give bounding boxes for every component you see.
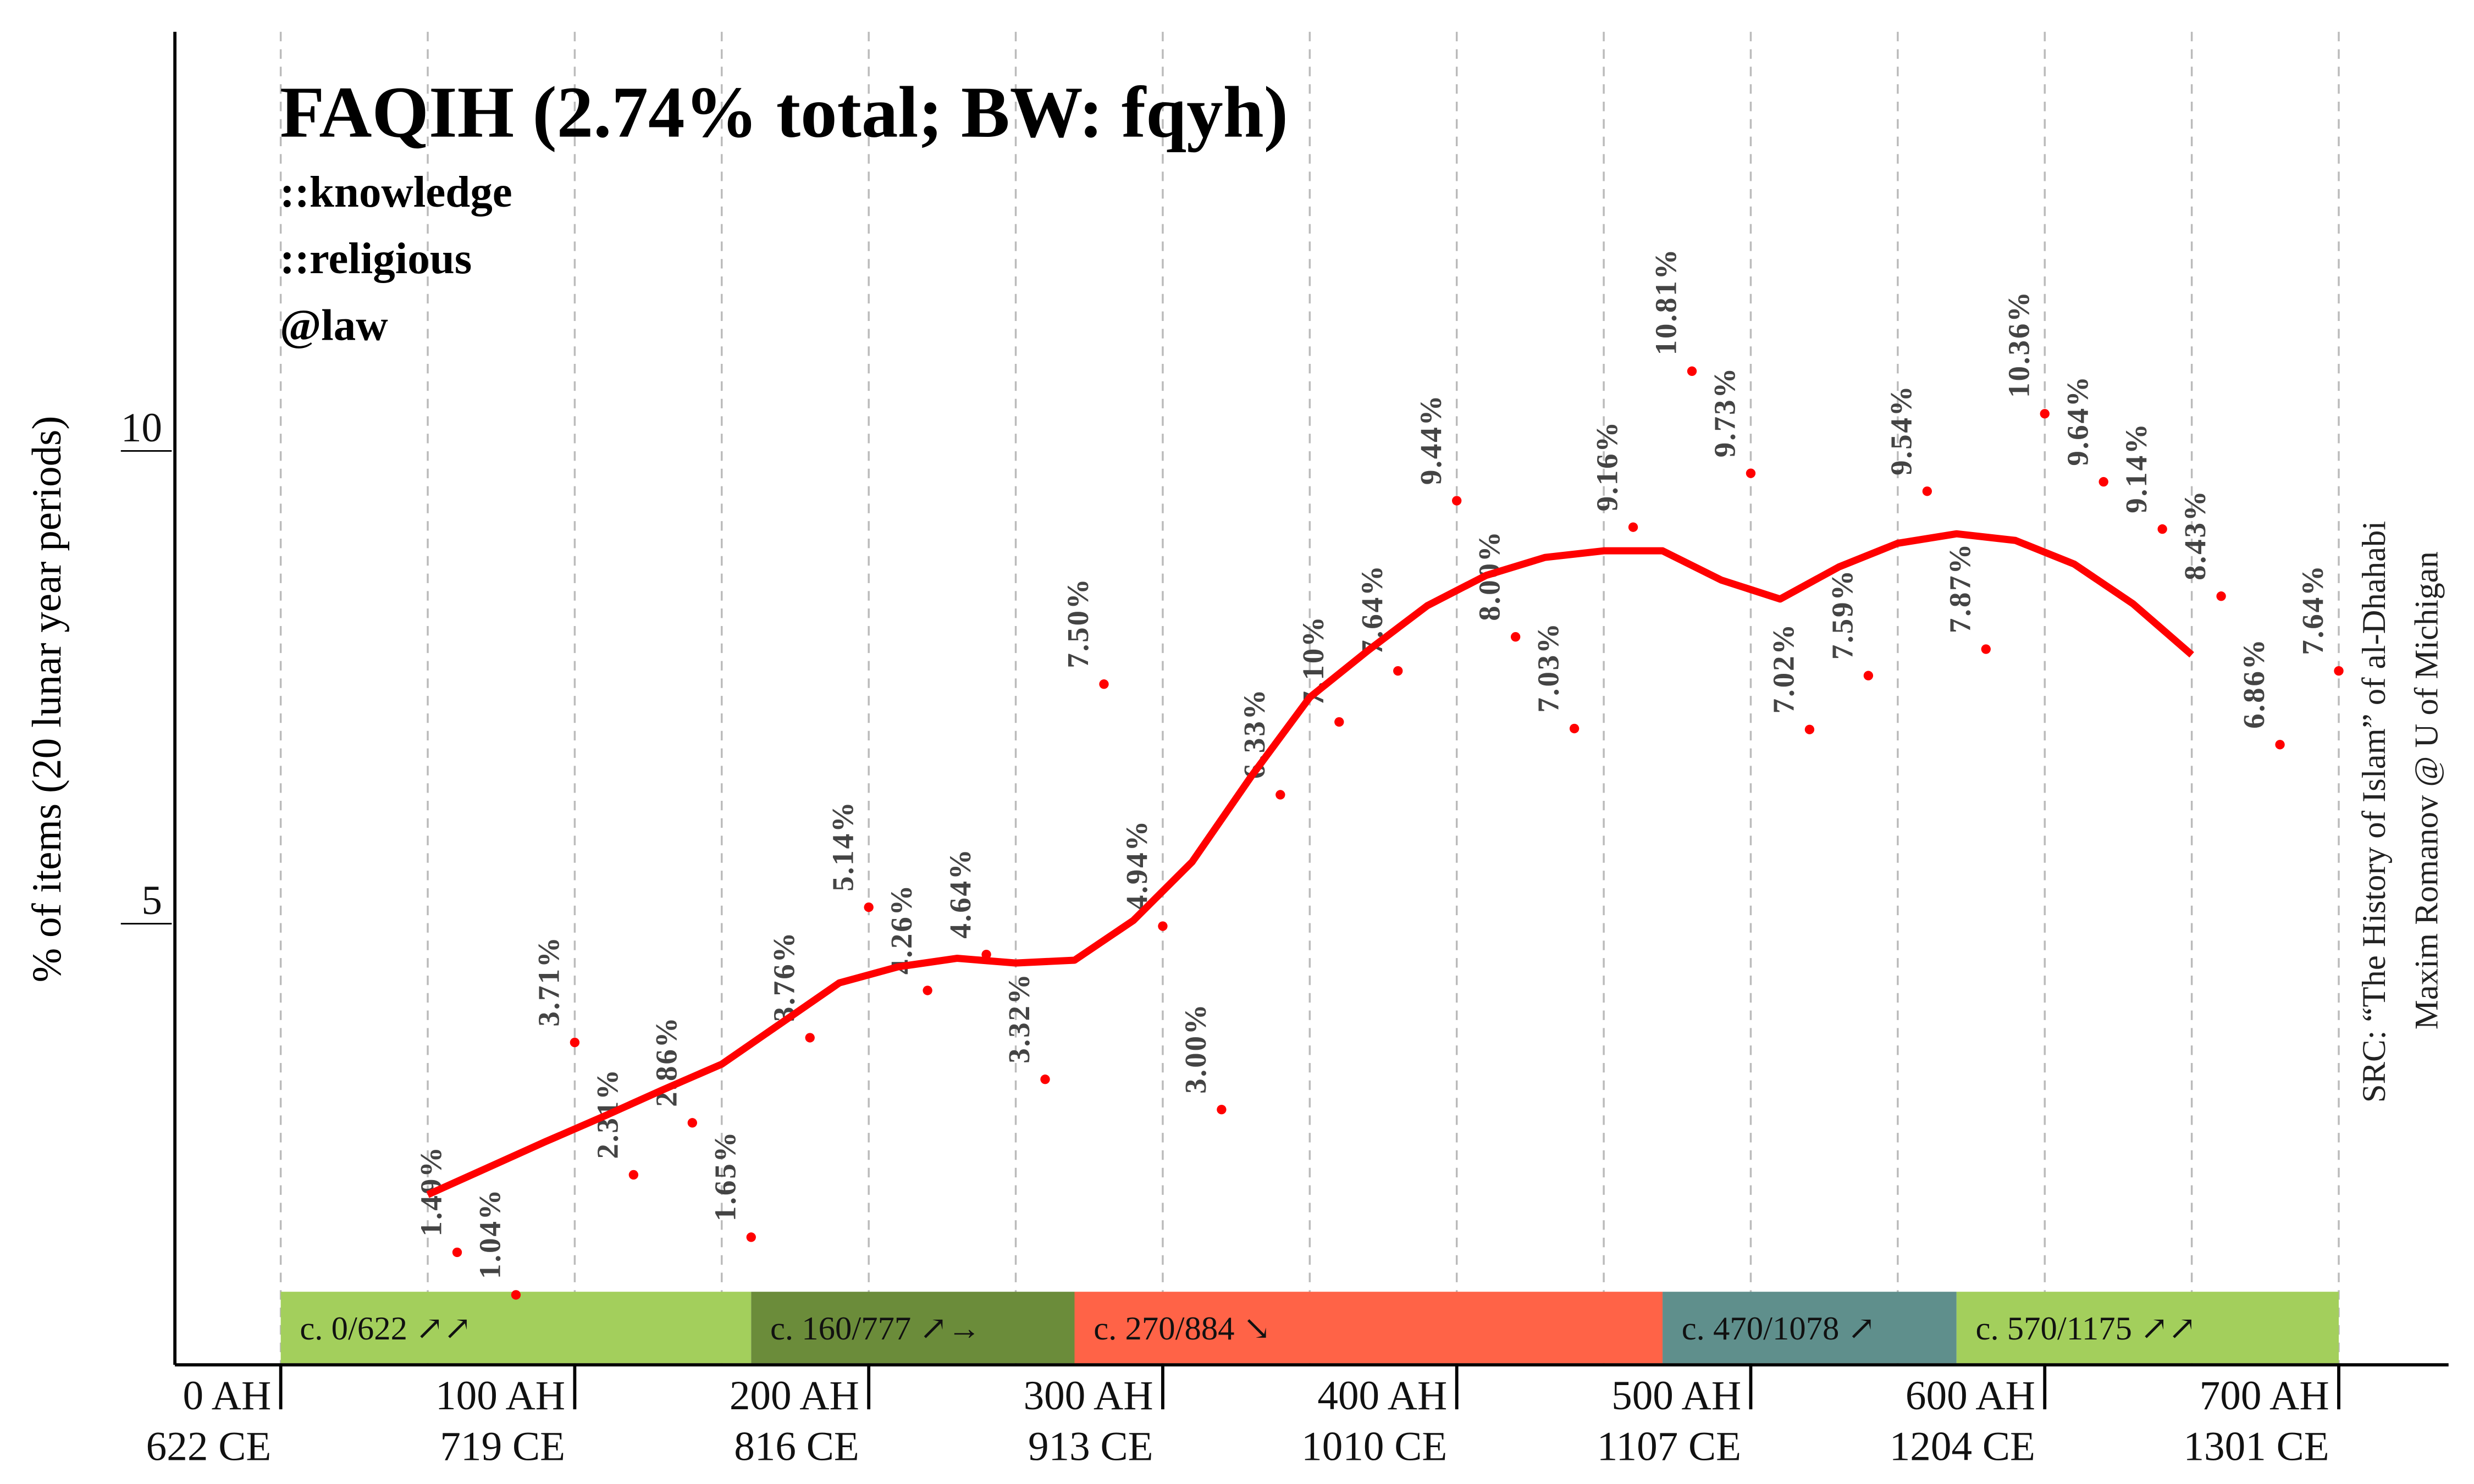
data-label: 3.76% bbox=[767, 931, 800, 1022]
data-point bbox=[2157, 524, 2167, 534]
tag: ::religious bbox=[280, 234, 472, 283]
data-point bbox=[1687, 366, 1697, 376]
x-tick-label-ce: 913 CE bbox=[1028, 1424, 1153, 1470]
y-tick-label: 5 bbox=[141, 878, 162, 923]
x-tick-label-ce: 1010 CE bbox=[1301, 1424, 1447, 1470]
data-label: 3.71% bbox=[532, 935, 565, 1026]
x-tick-label-ce: 622 CE bbox=[146, 1424, 272, 1470]
data-point bbox=[805, 1033, 815, 1043]
data-point bbox=[570, 1037, 580, 1048]
data-point bbox=[864, 902, 874, 912]
data-label: 8.43% bbox=[2178, 489, 2212, 580]
marks: 1.49% 1.04%3.71%2.31%2.86%1.65%3.76%5.14%… bbox=[415, 248, 2344, 1300]
period-label: c. 470/1078 ↗ bbox=[1682, 1310, 1876, 1347]
data-label: 7.64% bbox=[2296, 564, 2329, 655]
data-point bbox=[746, 1232, 756, 1242]
data-label: 3.32% bbox=[1002, 972, 1036, 1063]
x-tick-label: 200 AH bbox=[730, 1373, 859, 1419]
period-band bbox=[1074, 1292, 1663, 1364]
data-point bbox=[2040, 409, 2050, 419]
x-tick-label-ce: 719 CE bbox=[440, 1424, 565, 1470]
data-point bbox=[2275, 740, 2285, 750]
data-label: 9.73% bbox=[1708, 367, 1742, 457]
period-band bbox=[751, 1292, 1075, 1364]
data-point bbox=[1040, 1075, 1050, 1084]
data-point bbox=[1981, 644, 1991, 654]
data-point bbox=[1158, 921, 1168, 931]
data-point bbox=[1510, 632, 1521, 642]
x-tick-label: 600 AH bbox=[1906, 1373, 2035, 1419]
data-point bbox=[1863, 671, 1874, 680]
data-label: 6.86% bbox=[2237, 638, 2271, 728]
source: Maxim Romanov @ U of Michigan bbox=[2408, 551, 2445, 1029]
data-label: 3.00% bbox=[1179, 1003, 1212, 1093]
data-point bbox=[1275, 790, 1285, 800]
y-axis-label: % of items (20 lunar year periods) bbox=[24, 416, 70, 983]
period-band bbox=[1956, 1292, 2339, 1364]
x-tick-label-ce: 1107 CE bbox=[1597, 1424, 1741, 1470]
x-tick-label-ce: 1301 CE bbox=[2183, 1424, 2329, 1470]
data-point bbox=[1922, 486, 1932, 496]
data-point bbox=[1804, 724, 1815, 734]
data-point bbox=[923, 985, 932, 995]
data-point bbox=[1393, 666, 1403, 676]
data-point bbox=[1099, 679, 1109, 689]
data-point bbox=[1569, 723, 1580, 734]
period-label: c. 0/622 ↗↗ bbox=[300, 1310, 472, 1347]
x-tick-label: 0 AH bbox=[183, 1373, 271, 1419]
data-label: 7.02% bbox=[1766, 623, 1800, 713]
trend-line bbox=[426, 530, 2194, 1198]
data-point bbox=[1452, 496, 1462, 506]
data-label: 9.64% bbox=[2061, 375, 2094, 466]
x-tick-label: 700 AH bbox=[2200, 1373, 2329, 1419]
tag: ::knowledge bbox=[280, 167, 512, 217]
data-point bbox=[1746, 468, 1756, 478]
data-label: 10.36% bbox=[2002, 290, 2035, 398]
data-point bbox=[2334, 666, 2344, 676]
data-label: 1.65% bbox=[708, 1131, 742, 1221]
data-label: 1.04% bbox=[473, 1188, 507, 1279]
data-point bbox=[687, 1118, 697, 1128]
data-label: 9.44% bbox=[1414, 394, 1448, 485]
data-label: 4.64% bbox=[943, 848, 977, 938]
data-label: 9.16% bbox=[1591, 420, 1624, 511]
period-bands: c. 0/622 ↗↗ c. 160/777 ↗→ c. 270/884 ↘ c. 4… bbox=[280, 1292, 2339, 1364]
data-label: 7.59% bbox=[1825, 569, 1859, 660]
x-tick-label: 500 AH bbox=[1611, 1373, 1741, 1419]
x-tick-label: 400 AH bbox=[1317, 1373, 1447, 1419]
data-label: 5.14% bbox=[826, 800, 859, 891]
data-label: 9.54% bbox=[1884, 384, 1918, 475]
period-label: c. 160/777 ↗→ bbox=[770, 1310, 981, 1347]
x-tick-label-ce: 1204 CE bbox=[1890, 1424, 2035, 1470]
period-band bbox=[280, 1292, 752, 1364]
data-point bbox=[511, 1290, 521, 1300]
data-point bbox=[2216, 591, 2226, 601]
data-point bbox=[2099, 477, 2108, 487]
data-point bbox=[1217, 1105, 1227, 1115]
period-label: c. 270/884 ↘ bbox=[1094, 1310, 1271, 1347]
data-label: 10.81% bbox=[1649, 248, 1683, 356]
data-label: 7.87% bbox=[1943, 542, 1976, 633]
data-label: 4.94% bbox=[1120, 819, 1153, 910]
data-point bbox=[628, 1170, 639, 1180]
y-tick-label: 10 bbox=[121, 405, 162, 451]
data-label: 6.33% bbox=[1238, 688, 1271, 779]
x-tick-label-ce: 816 CE bbox=[734, 1424, 859, 1470]
x-tick-label: 300 AH bbox=[1024, 1373, 1153, 1419]
data-label: 4.26% bbox=[885, 884, 918, 974]
data-point bbox=[1628, 522, 1638, 532]
data-point bbox=[1334, 717, 1344, 727]
data-point bbox=[452, 1247, 462, 1258]
data-label: 9.14% bbox=[2119, 422, 2153, 513]
chart-title: FAQIH (2.74% total; BW: fqyh) bbox=[280, 71, 1288, 153]
x-tick-label: 100 AH bbox=[435, 1373, 565, 1419]
period-label: c. 570/1175 ↗↗ bbox=[1976, 1310, 2196, 1347]
tag: @law bbox=[280, 301, 388, 350]
period-band bbox=[1663, 1292, 1957, 1364]
source: SRC: “The History of Islam” of al-Dhahab… bbox=[2356, 521, 2393, 1103]
data-label: 7.03% bbox=[1532, 622, 1565, 712]
data-label: 7.50% bbox=[1061, 577, 1095, 668]
